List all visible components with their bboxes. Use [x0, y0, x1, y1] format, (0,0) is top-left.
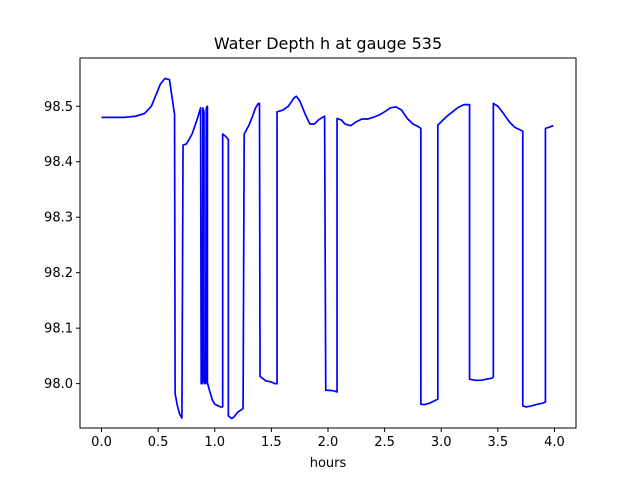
x-tick-label: 3.0 [431, 435, 452, 450]
x-axis-ticks: 0.0 0.5 1.0 1.5 2.0 2.5 3.0 3.5 4.0 [91, 428, 565, 450]
x-tick-label: 2.5 [374, 435, 395, 450]
y-tick-label: 98.1 [44, 322, 73, 337]
x-tick-label: 0.0 [91, 435, 112, 450]
chart-title: Water Depth h at gauge 535 [214, 34, 442, 53]
x-tick-label: 4.0 [544, 435, 565, 450]
x-tick-label: 3.5 [488, 435, 509, 450]
x-tick-label: 2.0 [318, 435, 339, 450]
y-axis-ticks: 98.0 98.1 98.2 98.3 98.4 98.5 [44, 100, 80, 392]
y-tick-label: 98.0 [44, 377, 73, 392]
x-tick-label: 1.5 [261, 435, 282, 450]
x-tick-label: 1.0 [204, 435, 225, 450]
y-tick-label: 98.4 [44, 155, 73, 170]
plot-series [101, 77, 554, 420]
y-tick-label: 98.3 [44, 211, 73, 226]
x-tick-label: 0.5 [148, 435, 169, 450]
plot-frame [79, 57, 577, 429]
x-axis-label: hours [310, 456, 347, 471]
y-tick-label: 98.5 [44, 100, 73, 115]
y-tick-label: 98.2 [44, 266, 73, 281]
series-line [101, 77, 554, 420]
